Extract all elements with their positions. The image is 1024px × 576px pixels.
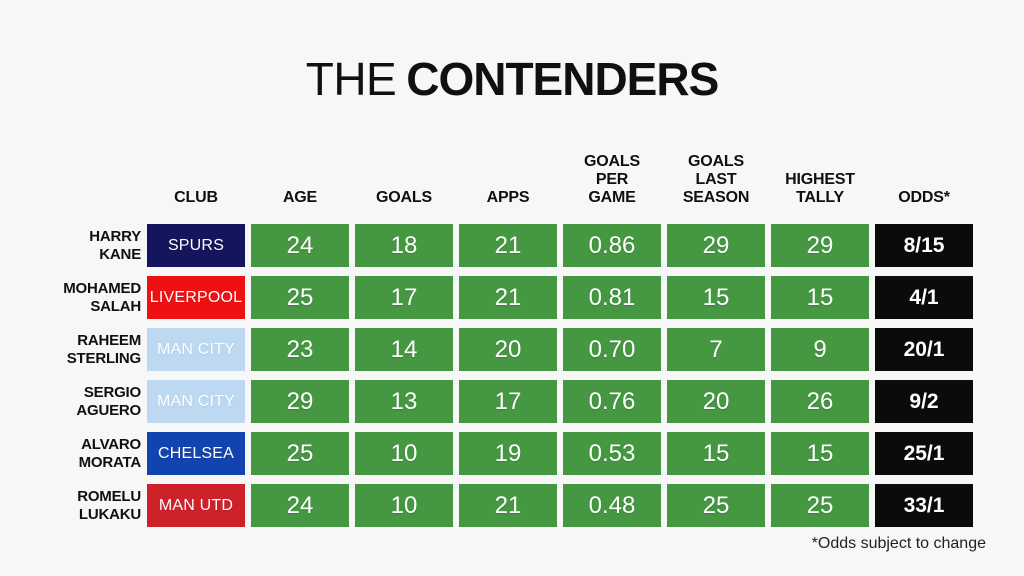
stat-apps: 21	[459, 276, 557, 319]
stat-goals: 17	[355, 276, 453, 319]
player-name: HARRY KANE	[89, 228, 141, 263]
stat-goals-per-game: 0.48	[563, 484, 661, 527]
column-header-odds: ODDS*	[898, 189, 950, 207]
stat-highest-tally: 15	[771, 276, 869, 319]
stat-goals-last-season: 7	[667, 328, 765, 371]
odds-badge: 25/1	[875, 432, 973, 475]
stat-goals: 13	[355, 380, 453, 423]
column-header-age: AGE	[282, 189, 318, 207]
footnote: *Odds subject to change	[811, 535, 986, 552]
column-header-goals-last-season: GOALS LAST SEASON	[682, 153, 750, 207]
club-badge: MAN CITY	[147, 328, 245, 371]
stat-apps: 17	[459, 380, 557, 423]
stat-goals: 14	[355, 328, 453, 371]
stat-age: 24	[251, 224, 349, 267]
club-badge: CHELSEA	[147, 432, 245, 475]
title-contenders: CONTENDERS	[406, 53, 719, 105]
stat-goals-per-game: 0.81	[563, 276, 661, 319]
stat-goals-per-game: 0.76	[563, 380, 661, 423]
stat-highest-tally: 29	[771, 224, 869, 267]
stat-goals: 10	[355, 484, 453, 527]
player-name: ROMELU LUKAKU	[77, 488, 141, 523]
stat-age: 29	[251, 380, 349, 423]
stat-highest-tally: 15	[771, 432, 869, 475]
stat-goals-per-game: 0.53	[563, 432, 661, 475]
stat-age: 25	[251, 276, 349, 319]
stat-goals-per-game: 0.86	[563, 224, 661, 267]
player-name: ALVARO MORATA	[78, 436, 142, 471]
stat-goals-last-season: 25	[667, 484, 765, 527]
page-title: THE CONTENDERS	[0, 56, 1024, 102]
column-header-club: CLUB	[174, 189, 218, 207]
column-header-spacer	[44, 150, 141, 215]
stat-goals: 18	[355, 224, 453, 267]
column-header-apps: APPS	[486, 189, 530, 207]
stat-goals-last-season: 20	[667, 380, 765, 423]
stat-age: 24	[251, 484, 349, 527]
club-badge: MAN UTD	[147, 484, 245, 527]
club-badge: SPURS	[147, 224, 245, 267]
stat-age: 25	[251, 432, 349, 475]
player-name: RAHEEM STERLING	[66, 332, 141, 367]
stat-highest-tally: 26	[771, 380, 869, 423]
odds-badge: 9/2	[875, 380, 973, 423]
odds-badge: 20/1	[875, 328, 973, 371]
stat-goals-per-game: 0.70	[563, 328, 661, 371]
stat-apps: 20	[459, 328, 557, 371]
stat-apps: 19	[459, 432, 557, 475]
odds-badge: 8/15	[875, 224, 973, 267]
stat-highest-tally: 9	[771, 328, 869, 371]
column-header-highest-tally: HIGHEST TALLY	[785, 171, 855, 207]
title-the: THE	[305, 53, 397, 105]
player-name: SERGIO AGUERO	[76, 384, 141, 419]
odds-badge: 4/1	[875, 276, 973, 319]
column-header-goals-per-game: GOALS PER GAME	[584, 153, 640, 207]
stat-goals-last-season: 15	[667, 276, 765, 319]
stats-table: CLUB AGE GOALS APPS GOALS PER GAME GOALS…	[44, 150, 973, 527]
stat-goals-last-season: 29	[667, 224, 765, 267]
stat-goals-last-season: 15	[667, 432, 765, 475]
stat-apps: 21	[459, 224, 557, 267]
stat-apps: 21	[459, 484, 557, 527]
stat-goals: 10	[355, 432, 453, 475]
player-name: MOHAMED SALAH	[63, 280, 141, 315]
stat-highest-tally: 25	[771, 484, 869, 527]
odds-badge: 33/1	[875, 484, 973, 527]
club-badge: MAN CITY	[147, 380, 245, 423]
column-header-goals: GOALS	[376, 189, 432, 207]
club-badge: LIVERPOOL	[147, 276, 245, 319]
stat-age: 23	[251, 328, 349, 371]
